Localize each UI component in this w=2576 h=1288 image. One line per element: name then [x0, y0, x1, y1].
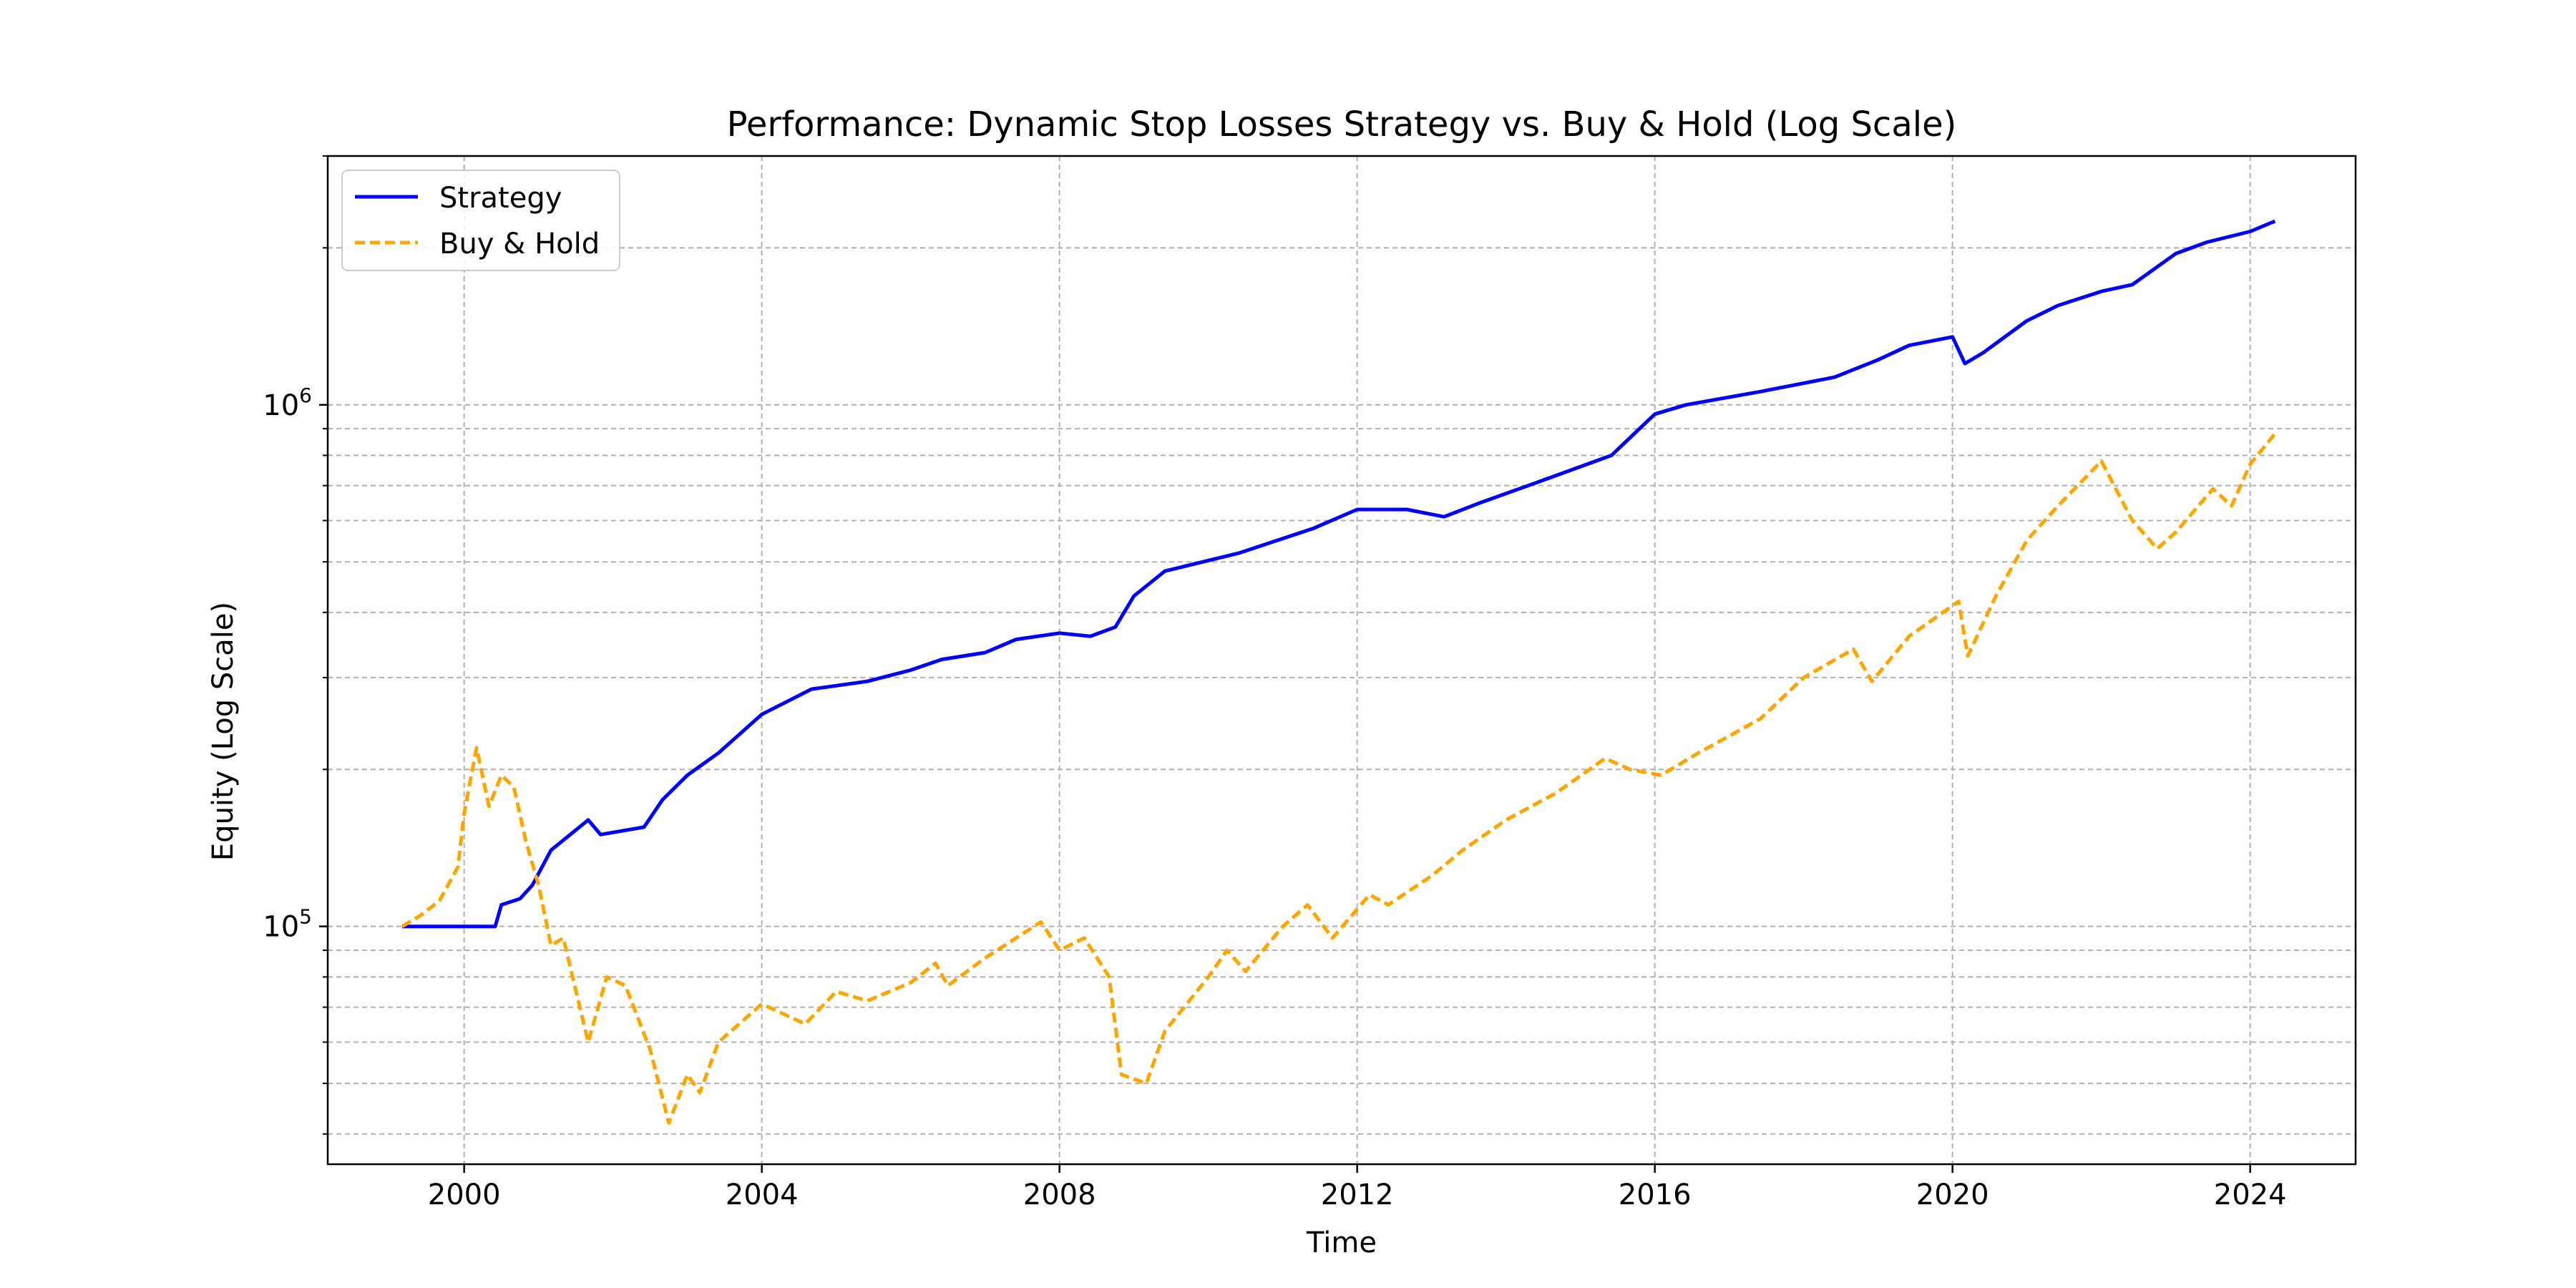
- chart-title: Performance: Dynamic Stop Losses Strateg…: [727, 104, 1957, 145]
- legend-label-buy-hold: Buy & Hold: [439, 228, 600, 260]
- grid: [328, 155, 2356, 1164]
- series-line-strategy: [402, 219, 2276, 929]
- plot-frame: [326, 155, 2357, 1166]
- x-tick-label: 2012: [1321, 1179, 1394, 1211]
- x-tick-label: 2000: [428, 1179, 501, 1211]
- series-line-buy-hold: [401, 432, 2277, 1125]
- y-tick-label: 106: [263, 384, 312, 422]
- x-tick-label: 2024: [2214, 1179, 2287, 1211]
- x-tick-label: 2008: [1023, 1179, 1096, 1211]
- y-tick-label: 105: [263, 905, 312, 944]
- legend: Strategy Buy & Hold: [341, 170, 620, 271]
- x-tick-label: 2016: [1619, 1179, 1692, 1211]
- x-axis-ticks: 2000 2004 2008 2012 2016 2020 2024: [428, 1164, 2287, 1211]
- series-layer: [401, 219, 2277, 1125]
- y-axis-label: Equity (Log Scale): [207, 602, 240, 861]
- x-tick-label: 2004: [726, 1179, 799, 1211]
- legend-label-strategy: Strategy: [439, 182, 562, 215]
- x-tick-label: 2020: [1916, 1179, 1989, 1211]
- y-axis-ticks: 105 106: [263, 155, 328, 1135]
- x-axis-label: Time: [1306, 1226, 1377, 1259]
